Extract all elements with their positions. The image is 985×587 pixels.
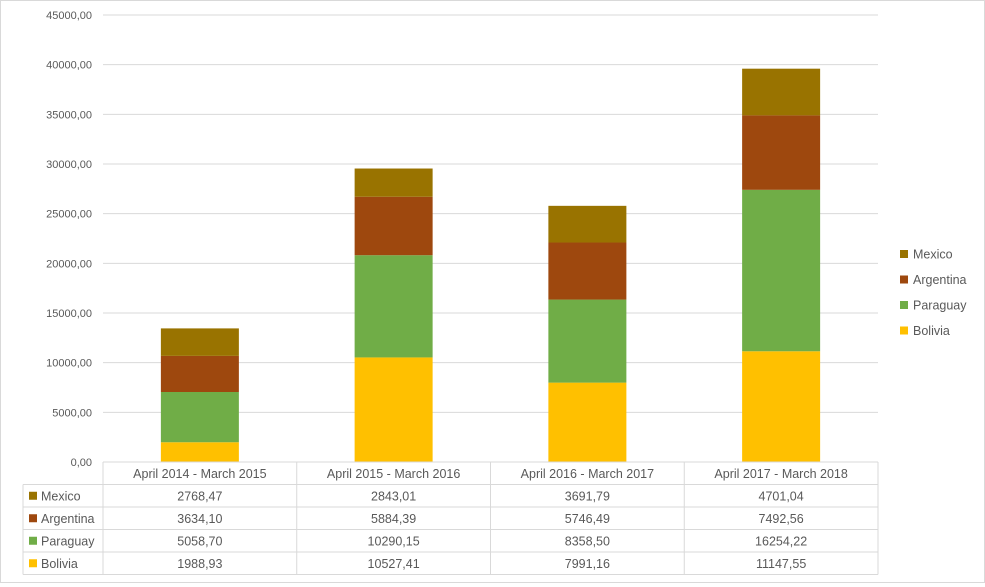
- y-tick-label: 25000,00: [46, 209, 92, 221]
- table-cell-value: 8358,50: [565, 534, 610, 548]
- table-cell-value: 3691,79: [565, 489, 610, 503]
- table-series-name: Paraguay: [41, 534, 95, 548]
- y-tick-label: 20000,00: [46, 258, 92, 270]
- table-cell-value: 7991,16: [565, 557, 610, 571]
- table-cell-value: 16254,22: [755, 534, 807, 548]
- y-tick-label: 30000,00: [46, 159, 92, 171]
- bar-segment-mexico: [354, 168, 433, 197]
- table-cell-value: 3634,10: [177, 512, 222, 526]
- table-cell-value: 1988,93: [177, 557, 222, 571]
- table-cell-value: 11147,55: [756, 557, 806, 571]
- table-cell-value: 5884,39: [371, 512, 416, 526]
- legend-key-paraguay: [900, 301, 908, 309]
- legend-key-bolivia: [900, 326, 908, 335]
- bar-segment-bolivia: [742, 351, 821, 462]
- category-label: April 2016 - March 2017: [521, 467, 654, 481]
- y-tick-label: 10000,00: [46, 358, 92, 370]
- category-label: April 2017 - March 2018: [714, 467, 847, 481]
- legend-key-argentina: [900, 275, 908, 284]
- y-tick-label: 5000,00: [52, 407, 92, 419]
- table-cell-value: 2843,01: [371, 489, 416, 503]
- table-cell-value: 7492,56: [759, 512, 804, 526]
- category-label: April 2014 - March 2015: [133, 467, 266, 481]
- bar-segment-bolivia: [160, 442, 239, 462]
- bar-segment-paraguay: [354, 255, 433, 358]
- table-cell-value: 5058,70: [177, 534, 222, 548]
- bar-segment-paraguay: [548, 299, 627, 383]
- table-series-name: Argentina: [41, 512, 95, 526]
- y-tick-label: 15000,00: [46, 308, 92, 320]
- table-legend-key-mexico: [29, 491, 37, 500]
- table-series-name: Bolivia: [41, 557, 78, 571]
- category-label: April 2015 - March 2016: [327, 467, 460, 481]
- legend-key-mexico: [900, 250, 908, 258]
- bar-segment-argentina: [354, 196, 433, 256]
- legend-label: Mexico: [913, 248, 953, 262]
- bar-segment-argentina: [548, 242, 627, 300]
- bar-segment-paraguay: [160, 391, 239, 443]
- bar-segment-bolivia: [548, 382, 627, 462]
- bar-segment-mexico: [548, 205, 627, 243]
- legend-label: Bolivia: [913, 324, 950, 338]
- table-cell-value: 10527,41: [368, 557, 420, 571]
- bar-segment-argentina: [160, 355, 239, 392]
- table-cell-value: 5746,49: [565, 512, 610, 526]
- table-legend-key-argentina: [29, 514, 37, 523]
- y-tick-label: 35000,00: [46, 109, 92, 121]
- table-cell-value: 10290,15: [368, 534, 420, 548]
- y-tick-label: 0,00: [71, 457, 92, 469]
- y-tick-label: 45000,00: [46, 10, 92, 22]
- y-tick-label: 40000,00: [46, 60, 92, 72]
- bar-segment-argentina: [742, 115, 821, 190]
- table-cell-value: 4701,04: [759, 489, 804, 503]
- table-legend-key-bolivia: [29, 559, 37, 568]
- table-cell-value: 2768,47: [177, 489, 222, 503]
- legend-label: Paraguay: [913, 299, 967, 313]
- bar-segment-paraguay: [742, 189, 821, 352]
- bar-segment-bolivia: [354, 357, 433, 462]
- table-series-name: Mexico: [41, 489, 81, 503]
- bar-segment-mexico: [742, 68, 821, 116]
- bar-segment-mexico: [160, 328, 239, 356]
- legend-label: Argentina: [913, 273, 967, 287]
- table-legend-key-paraguay: [29, 536, 37, 545]
